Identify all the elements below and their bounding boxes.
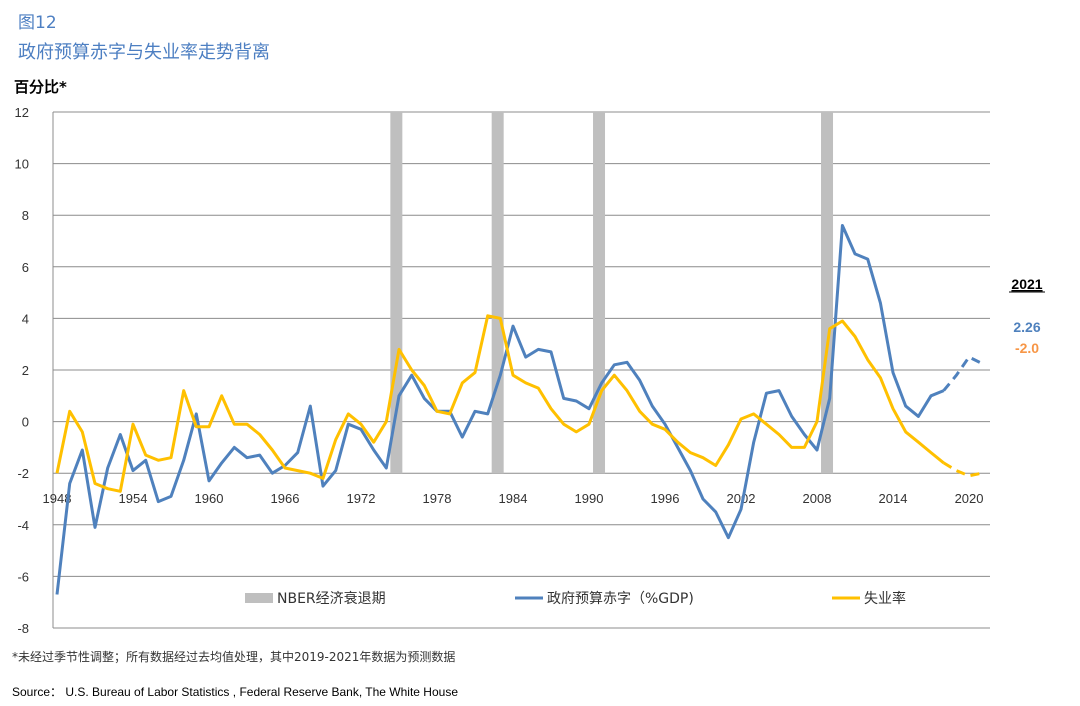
recession-bars [390, 112, 834, 474]
annotation-deficit-value: 2.26 [1013, 319, 1040, 335]
recession-bar [821, 112, 834, 474]
legend-label: 政府预算赤字（%GDP) [547, 591, 694, 607]
value-annotation-2021: 2021 2.26 -2.0 [1009, 276, 1045, 356]
y-tick-labels: 12 10 8 6 4 2 0 -2 -4 -6 -8 [15, 105, 29, 636]
chart-title: 政府预算赤字与失业率走势背离 [18, 42, 270, 63]
grid-lines [52, 111, 990, 629]
y-axis-unit: 百分比* [14, 78, 67, 96]
series-line-unemployment [55, 314, 945, 493]
footnote: *未经过季节性调整；所有数据经过去均值处理，其中2019-2021年数据为预测数… [12, 650, 456, 664]
x-tick-label: 2014 [879, 491, 908, 506]
source-note: Source： U.S. Bureau of Labor Statistics … [12, 685, 458, 699]
figure-number: 图12 [18, 13, 57, 33]
series-lines [55, 224, 983, 595]
series-forecast-unemployment [942, 461, 983, 478]
x-tick-label: 1990 [575, 491, 604, 506]
x-tick-label: 1960 [195, 491, 224, 506]
x-tick-label: 1996 [651, 491, 680, 506]
legend: NBER经济衰退期 政府预算赤字（%GDP) 失业率 [245, 590, 906, 607]
y-tick-label: 4 [22, 311, 29, 326]
x-tick-label: 2002 [727, 491, 756, 506]
legend-swatch-recession [245, 593, 273, 603]
annotation-year: 2021 [1011, 276, 1042, 292]
y-tick-label: -2 [17, 466, 29, 481]
y-tick-label: 2 [22, 363, 29, 378]
x-tick-label: 2008 [803, 491, 832, 506]
y-tick-label: 12 [15, 105, 29, 120]
x-tick-label: 1972 [347, 491, 376, 506]
x-tick-label: 1966 [271, 491, 300, 506]
x-tick-label: 1978 [423, 491, 452, 506]
series-forecast-deficit [942, 355, 983, 392]
x-tick-label: 1954 [119, 491, 148, 506]
x-tick-labels: 1948 1954 1960 1966 1972 1978 1984 1990 1996 2002… [43, 491, 984, 506]
legend-label: 失业率 [864, 590, 906, 607]
y-tick-label: 8 [22, 208, 29, 223]
legend-label: NBER经济衰退期 [277, 590, 386, 607]
y-tick-label: 10 [15, 157, 29, 172]
y-tick-label: -8 [17, 621, 29, 636]
x-tick-label: 1984 [499, 491, 528, 506]
series-line-deficit [55, 224, 945, 595]
recession-bar [593, 112, 606, 474]
y-tick-label: -4 [17, 518, 29, 533]
x-tick-label: 1948 [43, 491, 72, 506]
annotation-unemployment-value: -2.0 [1015, 340, 1039, 356]
y-tick-label: -6 [17, 569, 29, 584]
x-tick-label: 2020 [955, 491, 984, 506]
y-tick-label: 6 [22, 260, 29, 275]
recession-bar [491, 112, 504, 474]
y-tick-label: 0 [22, 415, 29, 430]
